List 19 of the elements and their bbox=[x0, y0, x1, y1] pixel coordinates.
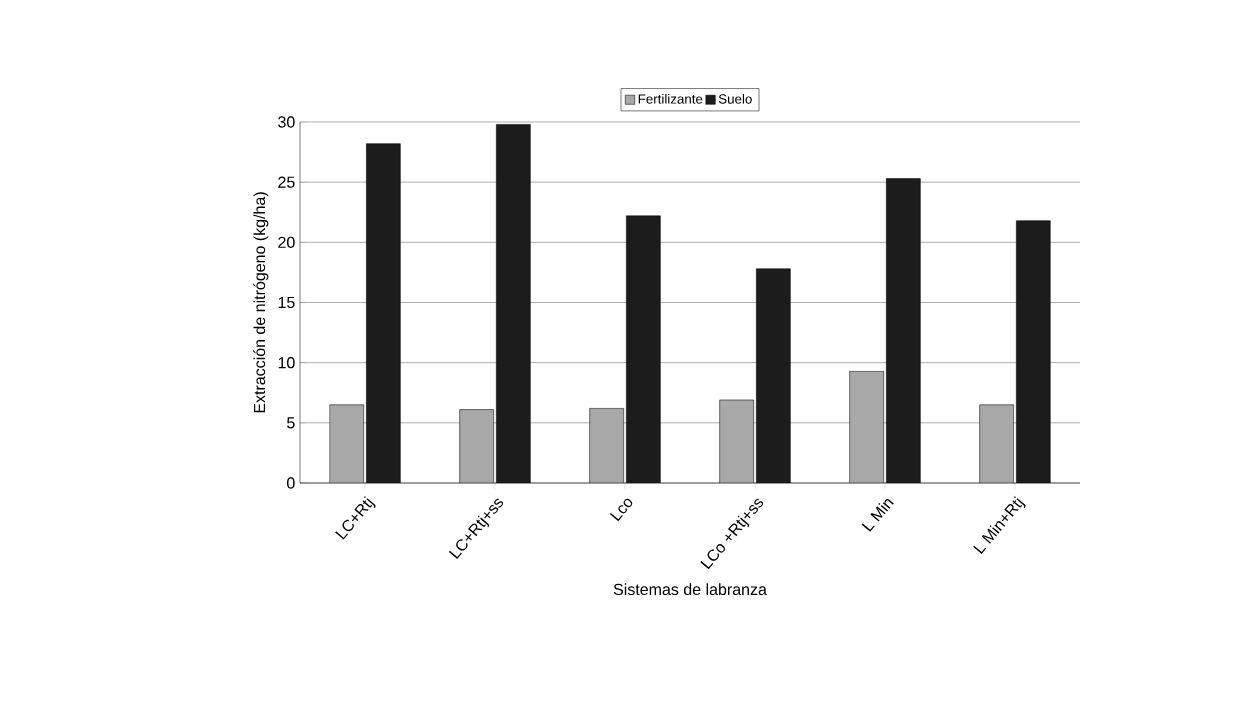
y-tick-label: 20 bbox=[278, 236, 295, 248]
y-tick-label: 5 bbox=[287, 417, 295, 429]
y-tick-label: 10 bbox=[278, 357, 295, 369]
x-tick-label: L Min bbox=[861, 498, 894, 532]
bar bbox=[756, 268, 791, 483]
x-tick-label: Lco bbox=[609, 498, 633, 522]
y-tick-label: 30 bbox=[278, 116, 295, 128]
bar bbox=[496, 124, 531, 483]
y-tick-label: 25 bbox=[278, 176, 295, 188]
bar bbox=[886, 178, 921, 483]
y-tick-label: 15 bbox=[278, 296, 295, 309]
legend-label: Fertilizante bbox=[638, 93, 703, 104]
bar bbox=[366, 143, 401, 483]
bar bbox=[1016, 220, 1051, 483]
x-axis-title: Sistemas de labranza bbox=[613, 583, 767, 596]
y-tick-label: 0 bbox=[287, 477, 295, 489]
y-axis-title: Extracción de nitrógeno (kg/ha) bbox=[253, 192, 269, 413]
legend-label: Suelo bbox=[718, 93, 752, 104]
bar bbox=[626, 215, 661, 483]
